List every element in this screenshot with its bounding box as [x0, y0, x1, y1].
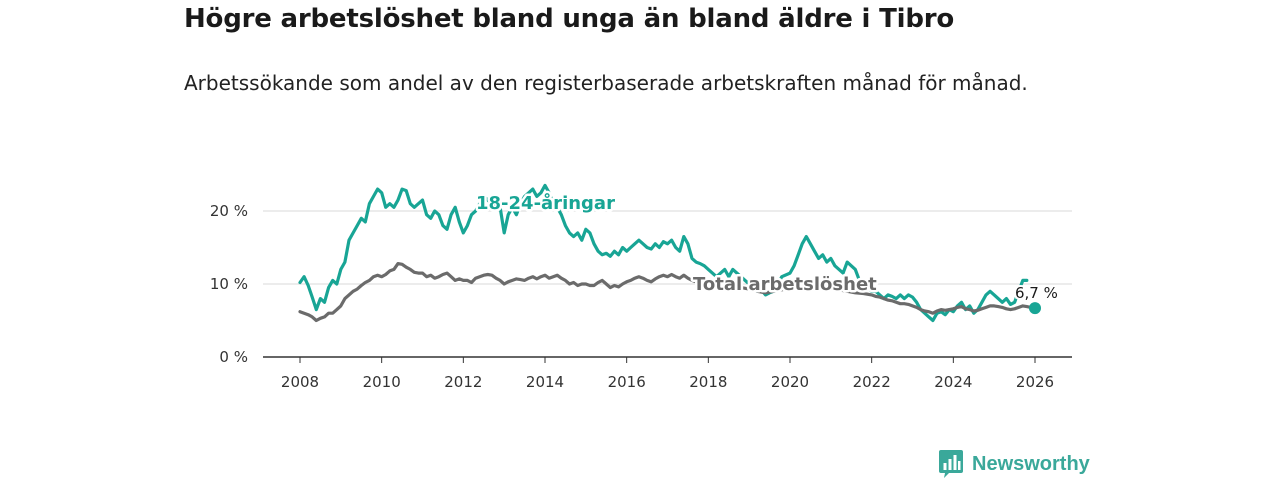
bar-chart-icon [939, 450, 963, 478]
x-tick-label: 2010 [363, 373, 401, 391]
label-layer: 18-24-åringar Total arbetslöshet 6,7 % [474, 190, 1060, 305]
x-tick-label: 2022 [853, 373, 891, 391]
series-layer [298, 183, 1041, 323]
series-label-total: Total arbetslöshet [693, 274, 877, 295]
axis-layer: 0 % 10 % 20 % 2008 2010 2012 2014 2016 2018 2020 2… [210, 202, 1072, 391]
brand-name: Newsworthy [972, 452, 1090, 475]
end-value-label: 6,7 % [1015, 284, 1058, 302]
x-tick-label: 2024 [934, 373, 972, 391]
x-tick-label: 2008 [281, 373, 319, 391]
y-tick-label: 10 % [210, 275, 248, 293]
chart-subtitle: Arbetssökande som andel av den registerb… [184, 71, 1028, 95]
x-tick-label: 2014 [526, 373, 564, 391]
series-line-total [298, 262, 1037, 323]
x-tick-label: 2026 [1016, 373, 1054, 391]
x-tick-label: 2016 [608, 373, 646, 391]
chart-title: Högre arbetslöshet bland unga än bland ä… [184, 4, 955, 34]
y-tick-label: 0 % [219, 348, 248, 366]
series-line-youth [298, 183, 1029, 323]
end-point-marker [1029, 302, 1041, 315]
grid-layer [263, 210, 1072, 285]
series-label-youth: 18-24-åringar [476, 192, 615, 214]
y-tick-label: 20 % [210, 202, 248, 220]
newsworthy-logo: Newsworthy [938, 449, 1090, 479]
x-tick-label: 2020 [771, 373, 809, 391]
x-tick-label: 2018 [689, 373, 727, 391]
x-tick-label: 2012 [444, 373, 482, 391]
